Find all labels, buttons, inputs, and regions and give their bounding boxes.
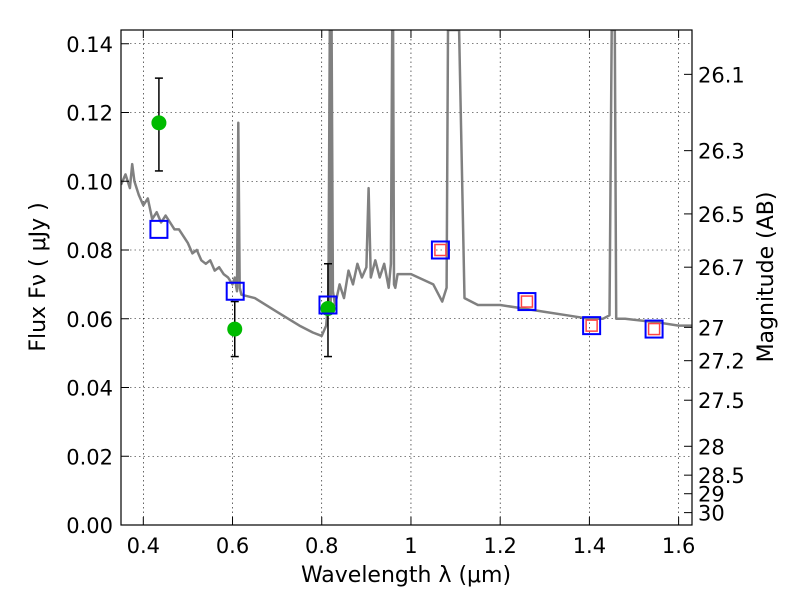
y-tick-label: 0.02 (66, 445, 113, 469)
y-tick-label: 0.00 (66, 514, 113, 538)
model-photometry-square (582, 316, 602, 336)
observed-flux-point (151, 115, 167, 131)
y2-tick-label: 28 (698, 435, 725, 459)
y-axis-label: Flux Fν ( μJy ) (26, 202, 51, 351)
x-tick-label: 0.4 (127, 534, 160, 558)
observed-flux-point (227, 321, 243, 337)
photometry-layer (149, 77, 664, 358)
model-photometry-square (517, 292, 537, 312)
model-photometry-square (644, 319, 664, 339)
y-tick-label: 0.14 (66, 33, 113, 57)
y2-tick-label: 29 (698, 483, 725, 507)
filter-model-square (585, 319, 598, 332)
y-tick-label: 0.06 (66, 308, 113, 332)
y2-tick-label: 30 (698, 502, 725, 526)
x-tick-label: 0.6 (216, 534, 249, 558)
x-axis-ticks: 0.4 0.6 0.8 1 1.2 1.4 1.6 (127, 30, 695, 558)
filter-model-square (434, 243, 447, 257)
y2-tick-label: 26.1 (698, 63, 745, 87)
x-axis-label: Wavelength λ (μm) (301, 563, 511, 588)
y2-tick-label: 27.5 (698, 389, 745, 413)
model-photometry-square (318, 295, 338, 315)
y2-tick-label: 27 (698, 316, 725, 340)
y2-tick-label: 26.5 (698, 203, 745, 227)
y2-tick-label: 26.7 (698, 256, 745, 280)
x-tick-label: 0.8 (305, 534, 338, 558)
sed-model-line (121, 30, 692, 338)
filter-model-square (647, 322, 661, 336)
y2-tick-label: 27.2 (698, 350, 745, 374)
x-tick-label: 1.4 (573, 534, 606, 558)
model-photometry-square (225, 281, 245, 301)
y-tick-label: 0.10 (66, 170, 113, 194)
observed-flux-point (320, 300, 336, 316)
y-tick-label: 0.04 (66, 377, 113, 401)
x-tick-label: 1.6 (662, 534, 695, 558)
x-tick-label: 1.2 (483, 534, 516, 558)
x-tick-label: 1 (404, 534, 417, 558)
y-tick-label: 0.12 (66, 102, 113, 126)
sed-model-layer (121, 30, 692, 338)
plot-frame (120, 29, 693, 526)
y2-tick-label: 26.3 (698, 140, 745, 164)
y-axis-ticks: 0.00 0.02 0.04 0.06 0.08 0.10 0.12 0.14 (66, 33, 129, 538)
grid (121, 30, 692, 526)
y2-axis-label: Magnitude (AB) (754, 192, 779, 363)
filter-model-square (520, 295, 534, 308)
y-tick-label: 0.08 (66, 239, 113, 263)
y2-tick-label: 28.5 (698, 464, 745, 488)
model-photometry-square (149, 219, 169, 239)
model-photometry-square (430, 240, 450, 260)
